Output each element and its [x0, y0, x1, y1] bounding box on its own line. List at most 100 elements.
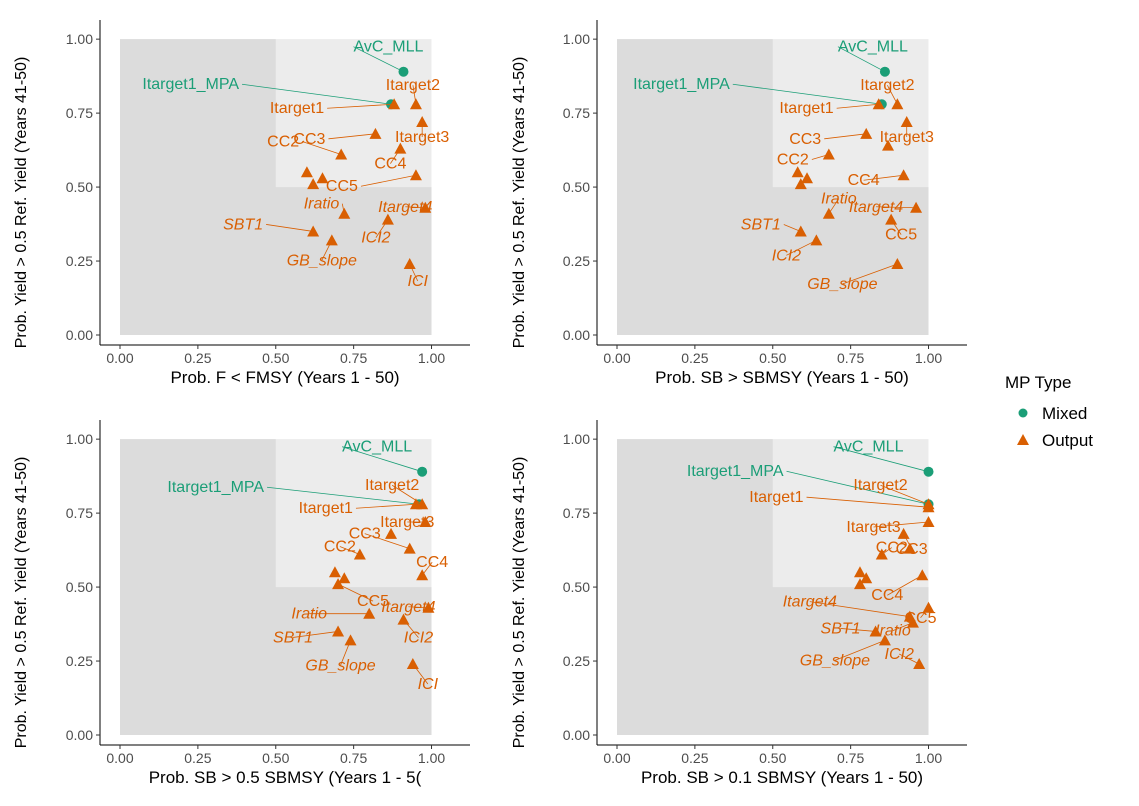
- label-leader: [409, 263, 419, 282]
- x-tick-label: 0.50: [262, 350, 289, 366]
- point-output: [913, 657, 926, 669]
- label-leader: [837, 46, 886, 73]
- point-output: [381, 213, 394, 225]
- zone-bottom: [120, 587, 432, 735]
- label-leader: [355, 503, 416, 509]
- point-output: [325, 234, 338, 246]
- point-label: Itarget1: [299, 500, 353, 517]
- y-axis-title: Prob. Yield > 0.5 Ref. Yield (Years 41-5…: [13, 457, 30, 749]
- label-leader: [302, 141, 342, 155]
- point-label: Itarget4: [381, 599, 435, 616]
- point-label: CC2: [324, 539, 356, 556]
- x-tick-label: 0.00: [106, 750, 133, 766]
- label-leader: [898, 653, 920, 665]
- y-tick-label: 0.50: [563, 579, 590, 595]
- point-label: Iratio: [304, 196, 340, 213]
- point-output: [810, 234, 823, 246]
- x-tick-label: 0.25: [681, 750, 708, 766]
- point-output: [403, 542, 416, 554]
- label-leader: [266, 224, 314, 232]
- point-output: [307, 225, 320, 237]
- label-leader: [337, 583, 374, 602]
- point-label: CC2: [267, 134, 299, 151]
- label-leader: [339, 546, 361, 555]
- point-label: SBT1: [223, 216, 263, 233]
- y-tick-label: 0.75: [563, 505, 590, 521]
- point-label: Itarget3: [880, 129, 934, 146]
- x-tick-label: 0.25: [184, 350, 211, 366]
- point-label: Itarget1_MPA: [142, 76, 239, 93]
- point-output: [906, 616, 919, 628]
- x-tick-label: 0.75: [340, 750, 367, 766]
- label-leader: [806, 496, 929, 508]
- x-tick-label: 1.00: [418, 750, 445, 766]
- point-output: [300, 166, 313, 178]
- point-output: [409, 498, 422, 510]
- point-output: [922, 515, 935, 527]
- y-tick-label: 0.00: [563, 727, 590, 743]
- x-tick-label: 1.00: [418, 350, 445, 366]
- label-leader: [783, 224, 801, 232]
- point-output: [885, 213, 898, 225]
- point-label: CC4: [871, 587, 903, 604]
- label-leader: [809, 601, 910, 618]
- x-tick-label: 0.00: [106, 350, 133, 366]
- point-label: Itarget4: [783, 594, 837, 611]
- point-output: [385, 527, 398, 539]
- label-leader: [342, 446, 423, 473]
- label-leader: [390, 148, 401, 164]
- y-tick-label: 0.00: [66, 727, 93, 743]
- panel-2: 0.00 0.00 0.25 0.25 0.50 0.50 0.75 0.75 1.00 1.00…: [511, 20, 967, 387]
- point-label: Itarget3: [846, 519, 900, 536]
- y-tick-label: 0.75: [66, 105, 93, 121]
- x-axis-title: Prob. F < FMSY (Years 1 - 50): [170, 368, 399, 387]
- point-label: CC5: [885, 227, 917, 244]
- label-leader: [293, 631, 339, 638]
- y-tick-label: 0.00: [563, 327, 590, 343]
- point-label: GB_slope: [305, 657, 375, 674]
- point-output: [316, 172, 329, 184]
- legend-mixed-marker: [1018, 408, 1028, 418]
- label-leader: [811, 154, 829, 160]
- legend-title: MP Type: [1005, 373, 1071, 392]
- label-leader: [732, 83, 882, 105]
- label-leader: [327, 103, 395, 109]
- point-output: [794, 225, 807, 237]
- x-tick-label: 0.25: [184, 750, 211, 766]
- label-leader: [828, 198, 840, 214]
- point-output: [897, 169, 910, 181]
- x-tick-label: 1.00: [915, 350, 942, 366]
- point-output: [910, 201, 923, 213]
- label-leader: [863, 174, 904, 181]
- x-tick-label: 0.75: [340, 350, 367, 366]
- panel-4: 0.00 0.00 0.25 0.25 0.50 0.50 0.75 0.75 1.00 1.00…: [511, 420, 967, 787]
- label-leader: [375, 219, 389, 238]
- y-tick-label: 0.50: [66, 579, 93, 595]
- point-output: [860, 572, 873, 584]
- point-output: [922, 601, 935, 613]
- point-output: [922, 501, 935, 513]
- point-output: [409, 169, 422, 181]
- point-output: [882, 139, 895, 151]
- panel-1: 0.00 0.00 0.25 0.25 0.50 0.50 0.75 0.75 1.00 1.00…: [13, 20, 470, 387]
- x-tick-label: 0.25: [681, 350, 708, 366]
- point-output: [394, 142, 407, 154]
- point-output: [903, 610, 916, 622]
- y-tick-label: 0.25: [66, 253, 93, 269]
- point-output: [869, 625, 882, 637]
- label-leader: [840, 628, 876, 632]
- point-output: [406, 657, 419, 669]
- y-axis-title: Prob. Yield > 0.5 Ref. Yield (Years 41-5…: [511, 457, 528, 749]
- y-tick-label: 0.75: [563, 105, 590, 121]
- point-label: Itarget1_MPA: [633, 76, 730, 93]
- point-label: Itarget3: [380, 514, 434, 531]
- x-axis-title: Prob. SB > SBMSY (Years 1 - 50): [655, 368, 909, 387]
- point-label: ICI2: [404, 630, 433, 647]
- x-tick-label: 0.50: [262, 750, 289, 766]
- point-label: Itarget4: [849, 199, 903, 216]
- point-output: [363, 607, 376, 619]
- point-label: CC3: [789, 131, 821, 148]
- point-output: [897, 527, 910, 539]
- point-label: Itarget3: [395, 129, 449, 146]
- legend-item-label: Mixed: [1042, 404, 1087, 423]
